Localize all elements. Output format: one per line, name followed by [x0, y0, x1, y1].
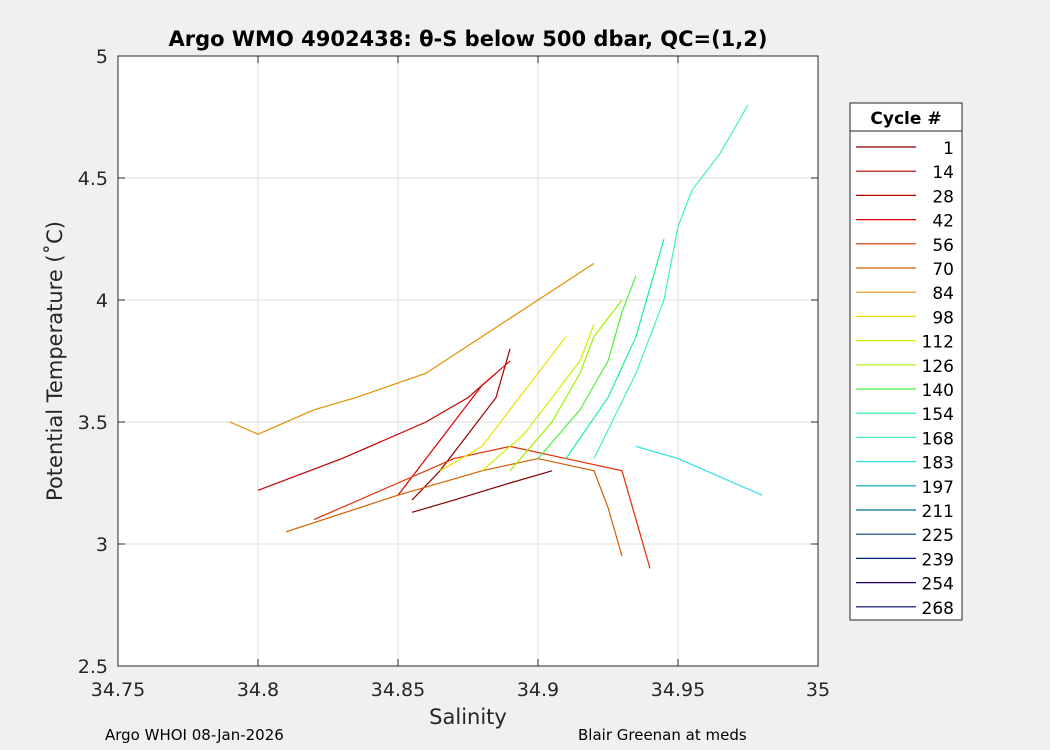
series-line-cycle-112: [481, 324, 595, 472]
y-tick-label: 5: [96, 46, 108, 68]
legend-label: 183: [922, 454, 954, 474]
legend-label: 70: [932, 260, 954, 280]
legend-title: Cycle #: [870, 109, 941, 129]
legend-label: 140: [922, 381, 954, 401]
legend-label: 197: [922, 478, 954, 498]
series-line-cycle-140: [537, 275, 637, 459]
x-tick-label: 34.9: [517, 679, 559, 701]
legend-label: 14: [932, 163, 954, 183]
series-line-cycle-126: [509, 299, 623, 472]
legend-label: 168: [922, 429, 954, 449]
series-line-cycle-56: [313, 445, 651, 569]
x-axis-label: Salinity: [429, 705, 507, 729]
footer-right-text: Blair Greenan at meds: [578, 726, 747, 744]
y-axis-label: Potential Temperature (˚C): [43, 221, 67, 501]
chart-title: Argo WMO 4902438: θ-S below 500 dbar, QC…: [169, 27, 768, 51]
series-line-cycle-14: [411, 348, 511, 501]
footer-left-text: Argo WHOI 08-Jan-2026: [105, 726, 284, 744]
series-line-cycle-28: [257, 372, 497, 491]
series-line-cycle-154: [565, 238, 665, 459]
y-tick-label: 4.5: [78, 168, 108, 190]
x-tick-label: 34.85: [371, 679, 425, 701]
series-line-cycle-84: [229, 262, 595, 435]
x-tick-label: 34.8: [237, 679, 279, 701]
legend-label: 211: [922, 502, 954, 522]
legend-label: 126: [922, 357, 954, 377]
legend-label: 225: [922, 526, 954, 546]
y-tick-label: 3: [96, 534, 108, 556]
legend-label: 1: [943, 139, 954, 159]
y-tick-label: 2.5: [78, 656, 108, 678]
legend-label: 154: [922, 405, 954, 425]
legend-label: 112: [922, 333, 954, 353]
x-tick-label: 34.95: [651, 679, 705, 701]
legend-label: 42: [932, 212, 954, 232]
axes-frame: [117, 55, 819, 667]
legend-label: 98: [932, 308, 954, 328]
legend-items: 1 14 28 42 56 70 84 98 112 126 140 154 168 183 197 211 2…: [856, 139, 954, 619]
legend: Cycle # 1 14 28 42 56 70 84 98 112 126 140 154 168 18…: [849, 102, 963, 621]
plot-area: [118, 56, 818, 666]
axis-ticks: 34.75 34.8 34.85 34.9 34.95 35 2.5 3 3.5 4 4.5 5: [78, 46, 830, 701]
legend-label: 56: [932, 236, 954, 256]
series-line-cycle-98: [439, 336, 567, 472]
series-lines: [229, 104, 763, 569]
y-tick-label: 4: [96, 290, 108, 312]
series-line-cycle-168: [593, 104, 749, 459]
x-tick-label: 34.75: [91, 679, 145, 701]
legend-label: 239: [922, 550, 954, 570]
legend-label: 84: [932, 284, 954, 304]
series-line-cycle-42: [397, 360, 511, 496]
legend-label: 28: [932, 187, 954, 207]
legend-label: 268: [922, 599, 954, 619]
series-line-cycle-183: [635, 445, 763, 496]
legend-label: 254: [922, 575, 954, 595]
x-tick-label: 35: [806, 679, 830, 701]
y-tick-label: 3.5: [78, 412, 108, 434]
grid: [118, 56, 818, 666]
series-line-cycle-1: [411, 470, 553, 513]
